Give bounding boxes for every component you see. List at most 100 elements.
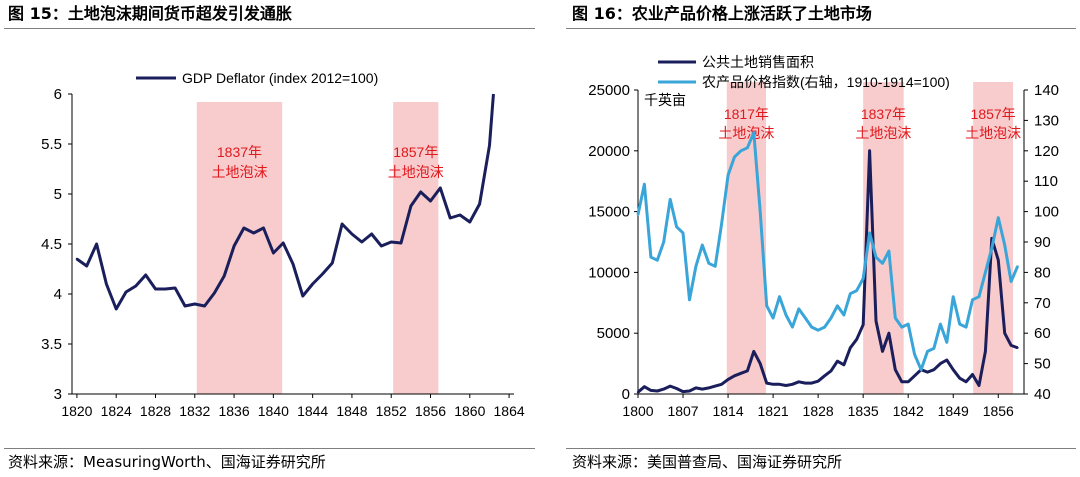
data-point	[144, 273, 147, 277]
right-figure-title: 图 16：农业产品价格上涨活跃了土地市场	[572, 4, 872, 23]
data-point	[984, 271, 987, 274]
data-point	[784, 313, 788, 317]
band-label-year-1: 1857年	[393, 144, 438, 160]
data-point	[849, 292, 852, 295]
x-tick-label: 1824	[101, 403, 132, 419]
legend-label-land: 公共土地销售面积	[702, 54, 814, 70]
data-point	[681, 390, 685, 393]
x-tick-label: 1832	[179, 403, 210, 419]
data-point	[984, 350, 987, 353]
data-point	[720, 222, 723, 225]
data-point	[952, 295, 955, 298]
data-point	[1016, 265, 1019, 268]
data-point	[907, 380, 910, 383]
x-tick-label: 1860	[454, 403, 485, 419]
data-point	[823, 374, 826, 377]
data-point	[1003, 243, 1006, 247]
y2-tick-label: 100	[1034, 204, 1059, 221]
data-point	[868, 231, 871, 234]
data-point	[778, 295, 781, 298]
data-point	[778, 383, 781, 386]
x-tick-label: 1828	[140, 403, 171, 419]
x-tick-label: 1849	[938, 403, 969, 419]
x-tick-label: 1814	[712, 403, 743, 419]
x-tick-label: 1840	[258, 403, 289, 419]
data-point	[971, 298, 974, 301]
y-tick-label: 3.5	[41, 336, 62, 353]
data-point	[932, 347, 936, 350]
data-point	[810, 381, 813, 385]
data-point	[688, 389, 691, 393]
right-figure-source: 资料来源：美国普查局、国海证券研究所	[572, 453, 843, 471]
data-point	[726, 174, 730, 177]
data-point	[752, 350, 755, 353]
y-tick-label: 5000	[597, 325, 630, 342]
left-bottom-rule	[4, 448, 535, 449]
data-point	[262, 226, 265, 230]
data-point	[894, 316, 897, 320]
data-point	[907, 322, 910, 326]
y2-tick-label: 130	[1034, 112, 1059, 129]
data-point	[720, 383, 723, 386]
y-tick-label: 20000	[588, 143, 630, 160]
data-point	[842, 363, 845, 366]
land-sales-line	[637, 149, 1019, 394]
data-point	[662, 388, 665, 391]
y-tick-label: 10000	[588, 264, 630, 281]
data-point	[817, 329, 820, 332]
data-point	[311, 282, 314, 286]
data-point	[971, 373, 974, 376]
x-tick-label: 1856	[415, 403, 446, 419]
data-point	[694, 386, 697, 390]
data-point	[232, 244, 236, 248]
data-point	[739, 372, 743, 375]
left-figure-source: 资料来源：MeasuringWorth、国海证券研究所	[8, 453, 326, 471]
data-point	[223, 274, 226, 278]
data-point	[662, 240, 665, 244]
data-point	[900, 380, 903, 383]
data-point	[656, 259, 659, 262]
data-point	[242, 226, 246, 230]
data-point	[203, 304, 206, 308]
data-point	[649, 256, 652, 259]
data-point	[1010, 344, 1013, 347]
data-point	[772, 383, 775, 386]
y-tick-label: 5.5	[41, 136, 62, 153]
x-tick-label: 1828	[803, 403, 834, 419]
band-label-year-1: 1837年	[861, 106, 906, 122]
data-point	[932, 368, 936, 371]
data-point	[752, 131, 755, 134]
y-tick-label: 6	[54, 86, 62, 103]
data-point	[95, 242, 98, 246]
data-point	[894, 368, 897, 371]
data-point	[409, 204, 413, 208]
band-label-year-0: 1837年	[217, 144, 262, 160]
y2-tick-label: 70	[1034, 295, 1051, 312]
data-point	[836, 304, 839, 307]
y-tick-label: 5	[54, 186, 62, 203]
data-point	[478, 202, 481, 206]
data-point	[739, 149, 743, 152]
data-point	[804, 381, 807, 385]
data-point	[399, 241, 403, 245]
band-label-year-0: 1817年	[724, 106, 769, 122]
data-point	[669, 198, 672, 201]
data-point	[448, 216, 452, 220]
data-point	[810, 326, 813, 329]
data-point	[643, 385, 646, 388]
data-point	[85, 264, 88, 268]
data-point	[390, 240, 393, 244]
data-point	[429, 199, 432, 203]
data-point	[862, 277, 865, 280]
data-point	[746, 146, 749, 149]
data-point	[759, 362, 762, 365]
x-tick-label: 1807	[667, 403, 698, 419]
data-point	[675, 387, 678, 390]
data-point	[291, 262, 295, 266]
data-point	[919, 368, 923, 371]
data-point	[701, 388, 704, 391]
y2-tick-label: 110	[1034, 173, 1058, 190]
data-point	[458, 213, 462, 217]
data-point	[105, 282, 108, 286]
